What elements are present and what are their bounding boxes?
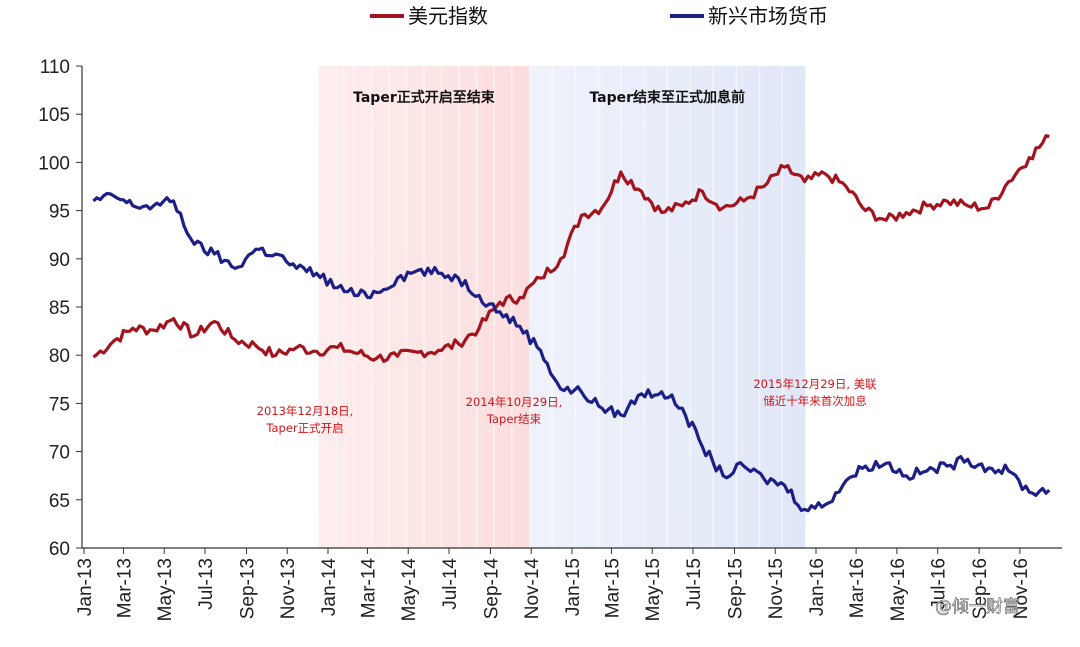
series-lines	[92, 134, 1051, 513]
y-tick-label: 65	[49, 491, 70, 512]
zone-labels: Taper正式开启至结束 Taper结束至正式加息前	[353, 89, 745, 106]
annotation-3-line-2: 储近十年来首次加息	[763, 394, 867, 408]
watermark-text: @倾一财富	[935, 597, 1020, 617]
x-tick-label: Nov-15	[766, 558, 787, 619]
y-tick-label: 105	[38, 105, 70, 126]
x-tick-label: Mar-14	[358, 558, 379, 619]
x-tick-label: Mar-16	[847, 558, 868, 618]
x-tick-label: Jul-14	[440, 558, 461, 610]
x-tick-label: Mar-13	[114, 558, 135, 618]
annotation-2-line-1: 2014年10月29日,	[466, 395, 563, 409]
x-tick-label: Sep-16	[970, 558, 991, 619]
x-tick-label: May-15	[643, 558, 664, 621]
x-tick-label: Jan-16	[807, 558, 828, 616]
y-tick-label: 80	[49, 346, 70, 367]
x-tick-label: May-14	[399, 558, 420, 622]
x-tick-label: Jan-14	[319, 558, 340, 617]
legend: 美元指数 新兴市场货币	[370, 4, 828, 28]
x-tick-label: Jul-15	[684, 558, 705, 610]
x-tick-label: Jan-15	[563, 558, 584, 616]
annotation-1-line-1: 2013年12月18日,	[257, 404, 354, 418]
x-tick-label: Sep-15	[725, 558, 746, 619]
y-tick-label: 90	[49, 250, 70, 271]
y-tick-label: 85	[49, 298, 70, 319]
y-tick-label: 95	[49, 202, 70, 223]
x-tick-label: Nov-14	[522, 558, 543, 620]
y-axis: 60 65 70 75 80 85 90 95 100 105 110	[38, 57, 82, 560]
zone-label-1: Taper正式开启至结束	[353, 89, 496, 106]
annotation-3-line-1: 2015年12月29日, 美联	[753, 377, 877, 391]
x-tick-label: Nov-16	[1011, 558, 1032, 619]
y-tick-label: 75	[49, 394, 70, 415]
legend-label-1: 美元指数	[408, 4, 488, 28]
annotation-1-line-2: Taper正式开启	[265, 421, 343, 435]
x-tick-label: Sep-14	[481, 558, 502, 620]
series-line-2	[92, 191, 1051, 513]
zone-label-2: Taper结束至正式加息前	[589, 89, 745, 106]
y-tick-label: 70	[49, 443, 70, 464]
x-tick-label: Nov-13	[278, 558, 299, 619]
annotations: 2013年12月18日, Taper正式开启 2014年10月29日, Taper结束…	[257, 377, 878, 435]
legend-label-2: 新兴市场货币	[708, 4, 828, 28]
annotation-2-line-2: Taper结束	[486, 412, 542, 426]
x-tick-label: Mar-15	[602, 558, 623, 618]
y-tick-label: 100	[38, 153, 70, 174]
y-tick-label: 60	[49, 539, 70, 560]
x-tick-label: Jul-16	[929, 558, 950, 610]
x-tick-label: May-13	[155, 558, 176, 621]
watermark: @倾一财富	[935, 597, 1021, 618]
x-tick-label: Sep-13	[237, 558, 258, 619]
series-line-1	[92, 134, 1050, 363]
x-tick-label: Jan-13	[75, 558, 96, 616]
x-tick-label: Jul-13	[196, 558, 217, 610]
y-tick-label: 110	[40, 57, 70, 78]
x-tick-label: May-16	[888, 558, 909, 621]
x-axis: Jan-13 Mar-13 May-13 Jul-13 Sep-13 Nov-13 Jan-…	[75, 548, 1032, 621]
